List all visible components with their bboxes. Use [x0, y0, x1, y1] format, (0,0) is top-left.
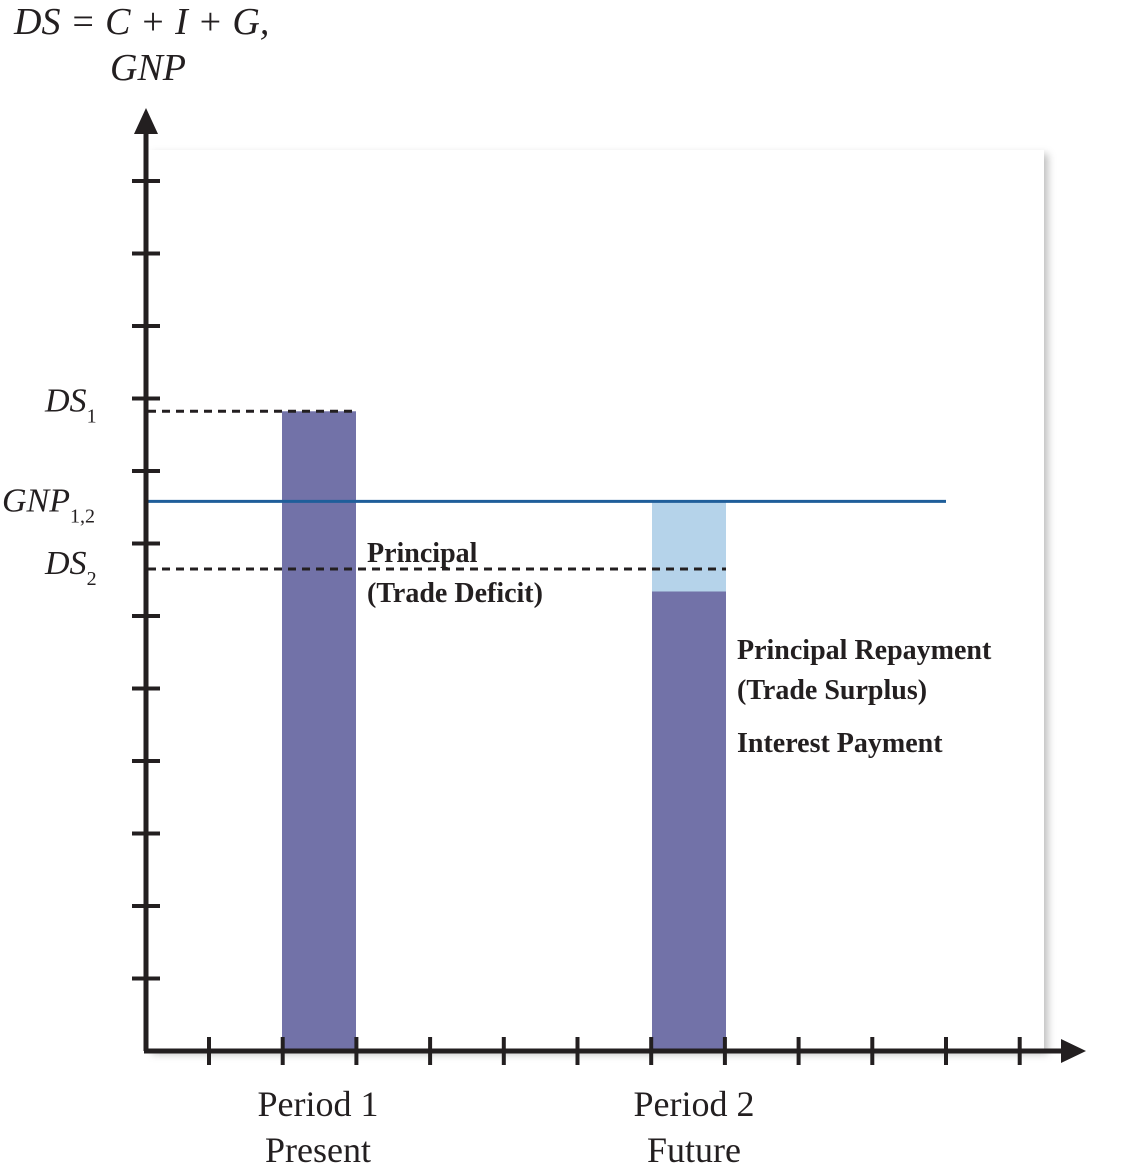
- bars: [282, 411, 726, 1051]
- y-label-gnp: GNP1,2: [2, 482, 95, 527]
- y-label-ds2-main: DS: [44, 545, 87, 582]
- y-axis-title-line1: DS = C + I + G,: [13, 1, 269, 43]
- annotation-repayment-line1: Principal Repayment: [737, 635, 992, 666]
- bar-period1-consumption: [282, 411, 356, 1051]
- annotation-principal-line2: (Trade Deficit): [367, 578, 543, 609]
- y-label-ds1: DS1: [44, 382, 97, 427]
- x-ticks: [207, 1037, 1022, 1065]
- axes: [134, 108, 1086, 1063]
- bar-period2-principal-repayment: [652, 501, 726, 592]
- x-axis-arrowhead: [1061, 1039, 1086, 1063]
- x-label-period2-line1: Period 2: [634, 1084, 755, 1124]
- annotation-principal-line1: Principal: [367, 538, 478, 569]
- annotation-repayment-line2: (Trade Surplus): [737, 675, 927, 706]
- y-label-ds2-sub: 2: [87, 568, 97, 590]
- reference-lines: [148, 409, 946, 571]
- y-label-ds1-main: DS: [44, 382, 87, 419]
- bar-period2-consumption: [652, 568, 726, 1051]
- x-label-period2-line2: Future: [647, 1130, 741, 1170]
- y-axis-title-line2: GNP: [110, 47, 186, 89]
- y-axis-arrowhead: [134, 108, 158, 134]
- y-label-gnp-main: GNP: [2, 482, 70, 519]
- svg-text:DS1: DS1: [44, 382, 97, 427]
- x-label-period1-line1: Period 1: [258, 1084, 379, 1124]
- y-ticks: [132, 179, 160, 981]
- y-label-ds2: DS2: [44, 545, 97, 590]
- annotation-interest: Interest Payment: [737, 728, 943, 759]
- x-label-period1-line2: Present: [265, 1130, 371, 1170]
- svg-text:DS2: DS2: [44, 545, 97, 590]
- y-label-gnp-sub: 1,2: [70, 505, 95, 527]
- y-label-ds1-sub: 1: [87, 405, 97, 427]
- svg-text:GNP1,2: GNP1,2: [2, 482, 95, 527]
